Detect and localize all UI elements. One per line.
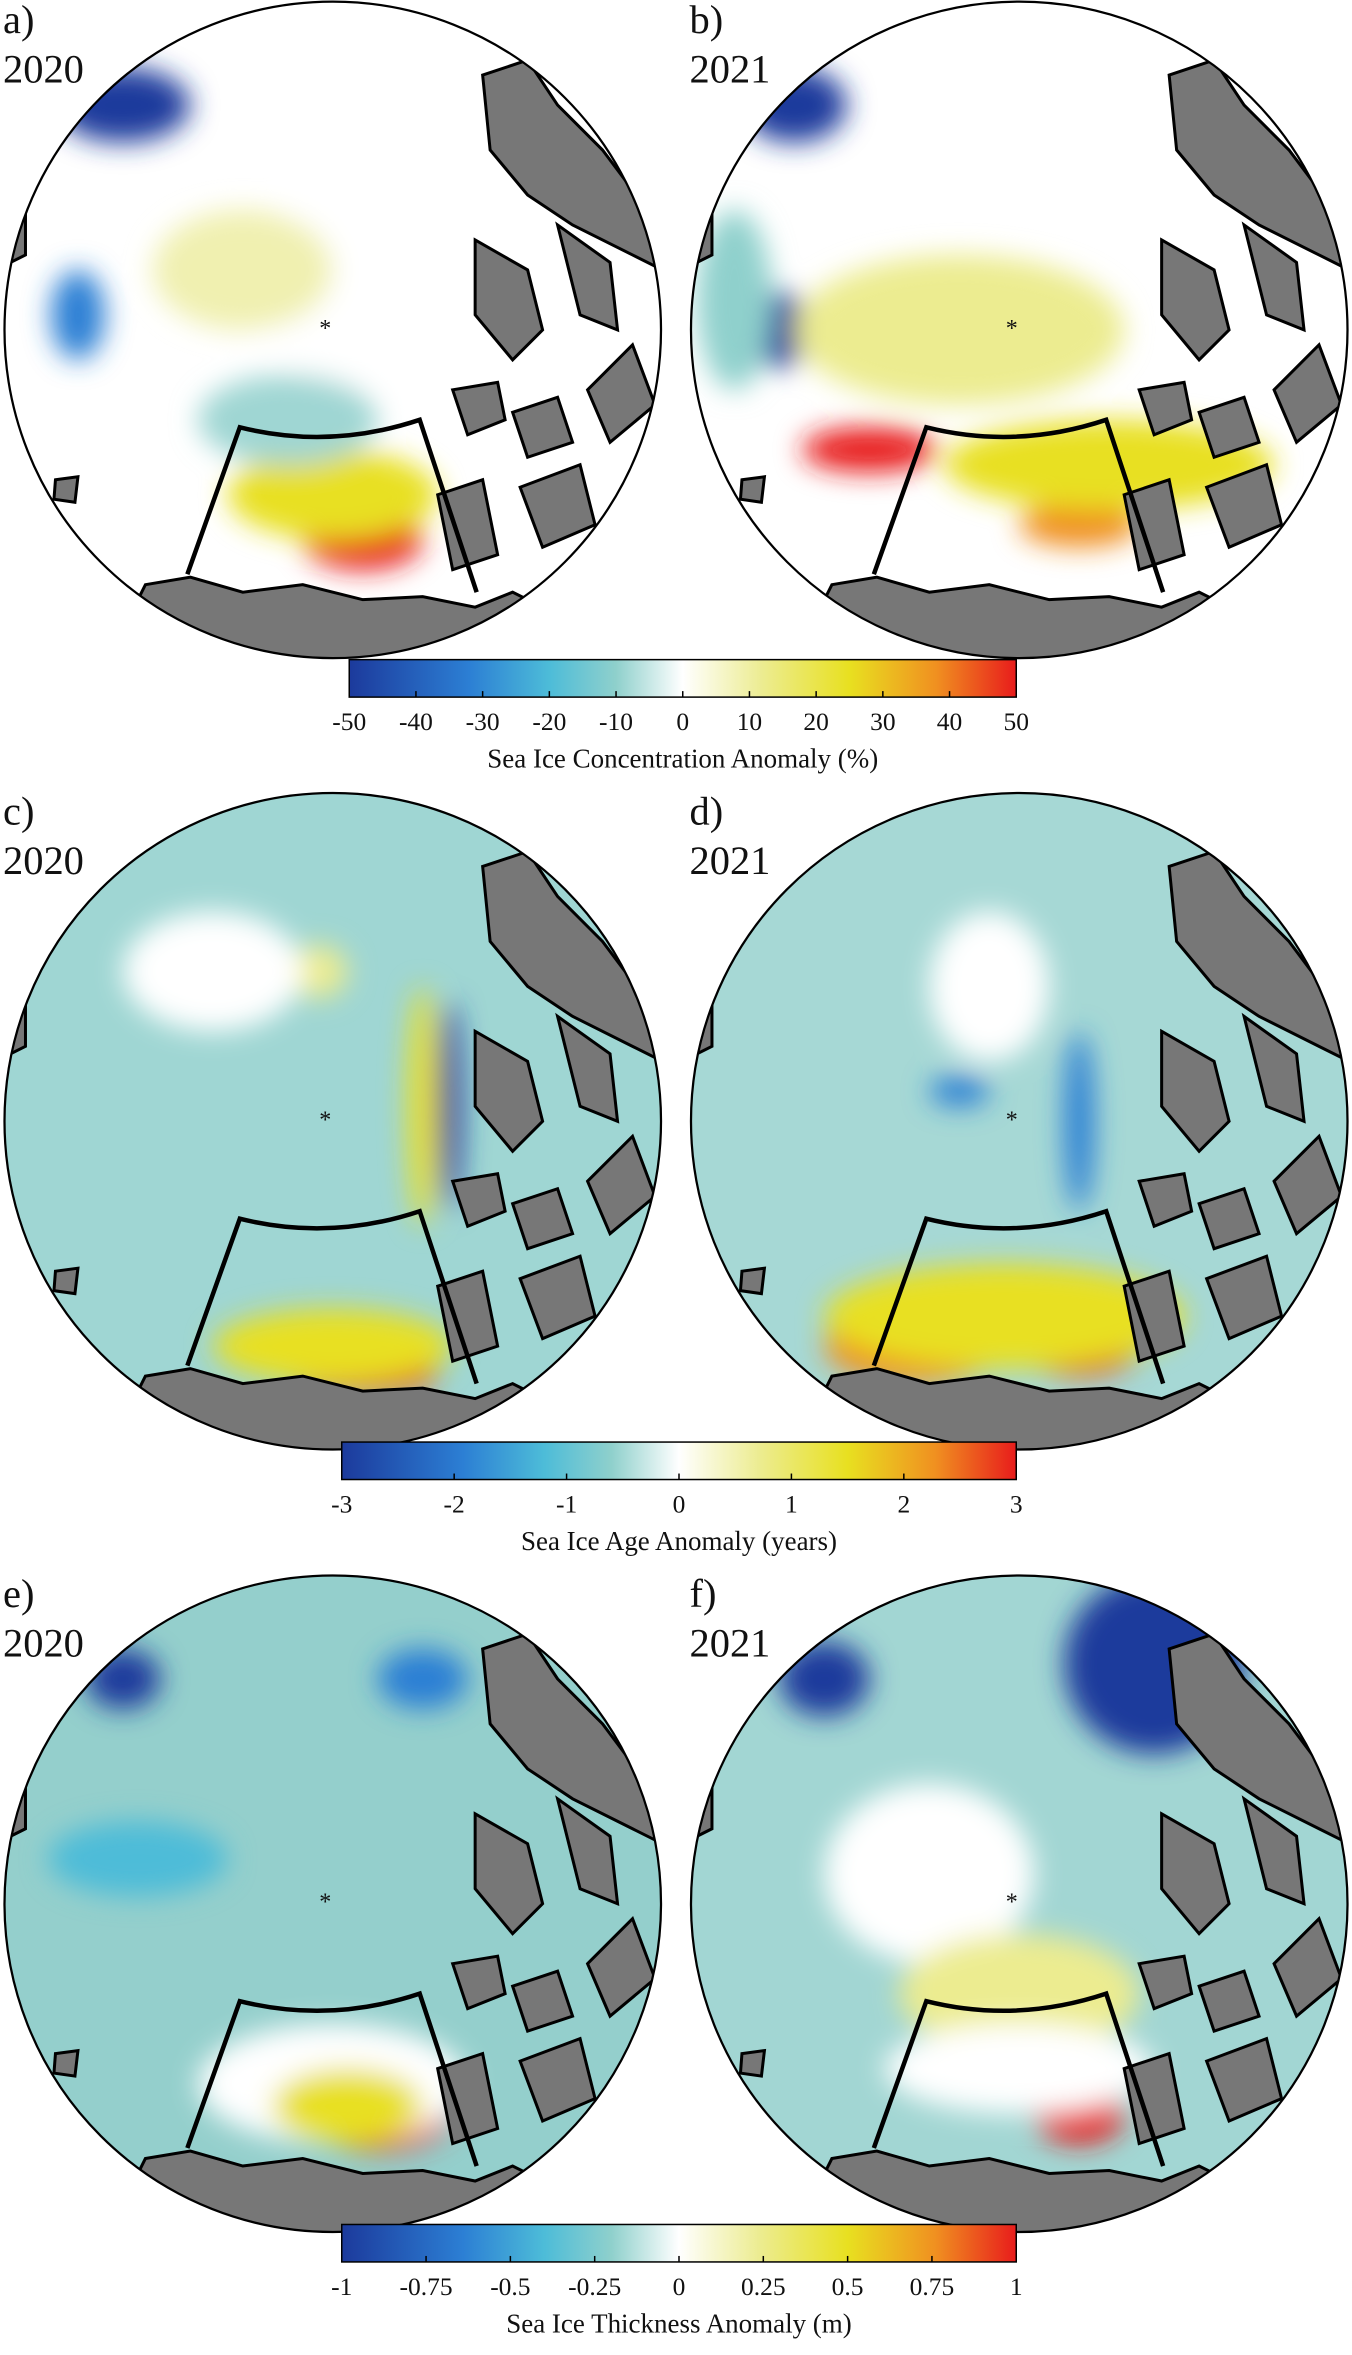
- colorbar-tick-label: 0.25: [741, 2272, 786, 2301]
- anomaly-patch: [929, 1076, 990, 1107]
- anomaly-patch: [212, 1308, 453, 1384]
- anomaly-patch: [794, 254, 1125, 405]
- panel-label: d): [689, 789, 723, 834]
- colorbar-tick-label: 1: [785, 1490, 798, 1519]
- colorbar-tick-label: 10: [737, 707, 762, 736]
- colorbar-tick-label: -40: [399, 707, 433, 736]
- panel-year: 2020: [3, 47, 84, 92]
- anomaly-patch: [944, 419, 1275, 510]
- colorbar-tick-label: -3: [331, 1490, 352, 1519]
- colorbar-tick-label: 3: [1010, 1490, 1023, 1519]
- anomaly-patch: [824, 1783, 1035, 1964]
- colorbar-tick-label: 40: [937, 707, 962, 736]
- anomaly-patch: [1064, 1031, 1095, 1212]
- anomaly-patch: [801, 427, 937, 473]
- anomaly-patch: [407, 986, 438, 1227]
- map-field: [690, 793, 1348, 1450]
- map-panel: [3, 0, 663, 660]
- panel-year: 2020: [3, 1620, 84, 1665]
- map-border: [3, 1574, 663, 2234]
- anomaly-patch: [50, 269, 105, 360]
- anomaly-patch: [272, 2068, 423, 2144]
- panel-label: a): [3, 0, 34, 42]
- colorbar-tick-label: 2: [897, 1490, 910, 1519]
- map-panel: [3, 1574, 663, 2234]
- panel-year: 2020: [3, 838, 84, 883]
- anomaly-field: [50, 67, 513, 570]
- colorbar-title: Sea Ice Age Anomaly (years): [521, 1526, 837, 1556]
- colorbar-tick-label: -10: [599, 707, 633, 736]
- panel-year: 2021: [689, 1620, 770, 1665]
- map-panel: [689, 0, 1349, 660]
- anomaly-patch: [824, 1263, 1185, 1369]
- colorbar: [340, 2223, 1017, 2263]
- colorbar-tick-label: -20: [532, 707, 566, 736]
- anomaly-patch: [47, 1821, 228, 1897]
- map-border: [689, 0, 1349, 660]
- map-border: [3, 791, 663, 1451]
- anomaly-patch: [227, 449, 438, 540]
- colorbar-tick-label: 0: [676, 707, 689, 736]
- anomaly-field: [122, 911, 462, 1395]
- colorbar-tick-label: -0.75: [400, 2272, 453, 2301]
- colorbar-tick-label: 0.75: [910, 2272, 955, 2301]
- map-field: [4, 1, 662, 659]
- panel-year: 2021: [689, 838, 770, 883]
- colorbar-tick-label: 50: [1004, 707, 1029, 736]
- colorbar-tick-label: 0: [673, 1490, 686, 1519]
- anomaly-patch: [287, 944, 348, 999]
- map-panel: [689, 791, 1349, 1451]
- anomaly-patch: [85, 1648, 161, 1709]
- anomaly-patch: [197, 374, 378, 465]
- panel-label: c): [3, 789, 34, 834]
- anomaly-field: [824, 911, 1185, 1384]
- map-field: [4, 1575, 662, 2232]
- colorbar-title: Sea Ice Concentration Anomaly (%): [487, 744, 878, 774]
- colorbar: [348, 658, 1017, 698]
- anomaly-patch: [1019, 502, 1140, 548]
- colorbar-title: Sea Ice Thickness Anomaly (m): [506, 2308, 852, 2338]
- map-border: [689, 1574, 1349, 2234]
- colorbar-tick-label: -1: [556, 1490, 577, 1519]
- map-border: [3, 0, 663, 660]
- anomaly-patch: [122, 911, 303, 1032]
- panel-label: b): [689, 0, 723, 42]
- panel-label: f): [689, 1571, 716, 1616]
- panel-year: 2021: [689, 47, 770, 92]
- anomaly-field: [696, 67, 1275, 548]
- map-field: [4, 793, 662, 1450]
- map-panel: [3, 791, 663, 1451]
- anomaly-patch: [779, 1641, 870, 1717]
- anomaly-patch: [899, 1933, 1140, 2054]
- anomaly-field: [47, 1648, 468, 2152]
- colorbar-tick-label: -2: [444, 1490, 465, 1519]
- anomaly-patch: [696, 209, 772, 390]
- colorbar-tick-label: -0.5: [490, 2272, 530, 2301]
- colorbar-tick-label: -1: [331, 2272, 352, 2301]
- map-field: [690, 1575, 1348, 2232]
- colorbar-tick-label: 20: [803, 707, 828, 736]
- colorbar-tick-label: 0: [673, 2272, 686, 2301]
- anomaly-patch: [884, 2023, 1155, 2114]
- colorbar-tick-label: -0.25: [568, 2272, 621, 2301]
- anomaly-patch: [152, 209, 333, 330]
- map-field: [690, 1, 1348, 659]
- map-panel: [689, 1574, 1349, 2234]
- anomaly-patch: [437, 1001, 462, 1212]
- anomaly-patch: [929, 911, 1050, 1062]
- colorbar-tick-label: -30: [466, 707, 500, 736]
- anomaly-patch: [377, 1648, 468, 1709]
- panel-label: e): [3, 1571, 34, 1616]
- colorbar-tick-label: 1: [1010, 2272, 1023, 2301]
- colorbar-tick-label: 0.5: [832, 2272, 864, 2301]
- colorbar-tick-label: -50: [332, 707, 366, 736]
- colorbar-tick-label: 30: [870, 707, 895, 736]
- map-border: [689, 791, 1349, 1451]
